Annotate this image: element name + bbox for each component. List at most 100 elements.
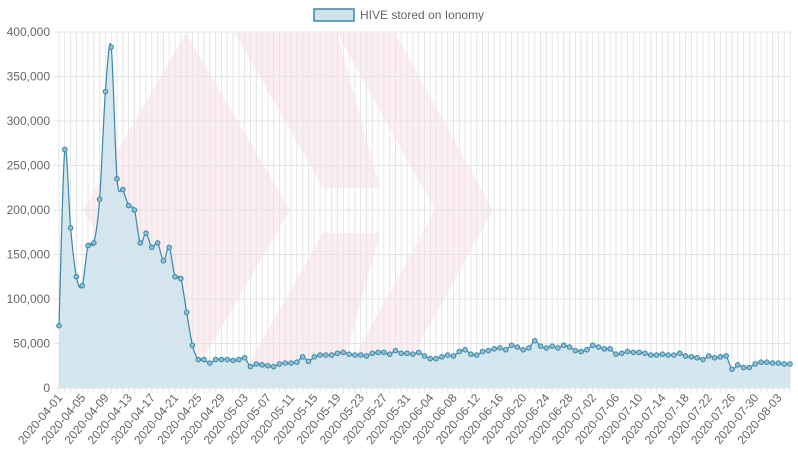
data-point[interactable]: [299, 354, 306, 360]
data-point[interactable]: [56, 322, 62, 329]
data-point[interactable]: [734, 362, 741, 368]
data-point[interactable]: [688, 354, 695, 360]
data-point[interactable]: [79, 282, 86, 289]
data-point[interactable]: [340, 349, 347, 356]
data-point[interactable]: [630, 349, 637, 356]
data-point[interactable]: [572, 347, 579, 354]
data-point[interactable]: [305, 358, 312, 365]
data-point[interactable]: [508, 342, 515, 349]
data-point[interactable]: [125, 202, 132, 209]
data-point[interactable]: [711, 354, 718, 361]
data-point[interactable]: [427, 355, 434, 362]
data-point[interactable]: [91, 240, 97, 246]
data-point[interactable]: [62, 146, 68, 153]
data-point[interactable]: [334, 350, 341, 357]
data-point[interactable]: [671, 352, 677, 358]
data-point[interactable]: [398, 350, 405, 357]
data-point[interactable]: [288, 360, 294, 366]
data-point[interactable]: [769, 360, 776, 366]
data-point[interactable]: [294, 359, 300, 365]
data-point[interactable]: [676, 350, 683, 357]
data-point[interactable]: [560, 342, 567, 349]
data-point[interactable]: [102, 88, 109, 95]
data-point[interactable]: [67, 225, 74, 231]
data-point[interactable]: [601, 346, 608, 352]
data-point[interactable]: [665, 352, 671, 358]
data-point[interactable]: [236, 356, 242, 363]
data-point[interactable]: [682, 353, 689, 359]
data-point[interactable]: [224, 356, 231, 363]
data-point[interactable]: [468, 351, 474, 357]
data-point[interactable]: [549, 343, 555, 349]
legend[interactable]: HIVE stored on Ionomy: [313, 8, 484, 22]
data-point[interactable]: [149, 244, 155, 251]
data-point[interactable]: [357, 352, 364, 358]
data-point[interactable]: [763, 359, 770, 365]
data-point[interactable]: [520, 346, 526, 353]
data-point[interactable]: [201, 356, 207, 363]
data-point[interactable]: [137, 240, 144, 246]
data-point[interactable]: [450, 353, 457, 359]
data-point[interactable]: [740, 364, 747, 371]
data-point[interactable]: [636, 349, 642, 356]
data-point[interactable]: [723, 353, 729, 359]
data-point[interactable]: [241, 354, 248, 361]
data-point[interactable]: [73, 273, 80, 280]
data-point[interactable]: [647, 352, 654, 358]
data-point[interactable]: [746, 364, 753, 371]
data-point[interactable]: [758, 359, 764, 365]
data-point[interactable]: [131, 207, 138, 213]
data-point[interactable]: [618, 350, 625, 357]
data-point[interactable]: [352, 352, 358, 358]
data-point[interactable]: [653, 352, 660, 358]
data-point[interactable]: [705, 353, 712, 359]
data-point[interactable]: [143, 230, 149, 236]
data-point[interactable]: [514, 344, 521, 350]
data-point[interactable]: [526, 345, 532, 351]
data-point[interactable]: [543, 345, 550, 351]
data-point[interactable]: [421, 353, 428, 359]
data-point[interactable]: [381, 349, 387, 356]
data-point[interactable]: [270, 363, 277, 370]
data-point[interactable]: [189, 342, 196, 349]
data-point[interactable]: [444, 352, 451, 358]
data-point[interactable]: [363, 353, 370, 359]
data-point[interactable]: [566, 344, 573, 350]
data-point[interactable]: [230, 357, 236, 364]
data-point[interactable]: [323, 352, 329, 358]
data-point[interactable]: [456, 348, 463, 355]
data-point[interactable]: [700, 356, 706, 363]
data-point[interactable]: [694, 354, 700, 361]
data-point[interactable]: [160, 257, 167, 264]
data-point[interactable]: [392, 347, 399, 354]
data-point[interactable]: [415, 349, 422, 356]
data-point[interactable]: [166, 244, 173, 251]
data-point[interactable]: [787, 361, 793, 367]
data-point[interactable]: [613, 351, 619, 357]
data-point[interactable]: [781, 361, 787, 367]
data-point[interactable]: [253, 361, 260, 367]
data-point[interactable]: [276, 361, 283, 367]
data-point[interactable]: [717, 354, 724, 360]
data-point[interactable]: [497, 345, 503, 351]
data-point[interactable]: [265, 362, 271, 369]
data-point[interactable]: [207, 360, 213, 366]
data-point[interactable]: [659, 351, 666, 357]
data-point[interactable]: [404, 350, 410, 357]
data-point[interactable]: [85, 242, 91, 249]
data-point[interactable]: [473, 352, 480, 358]
data-point[interactable]: [589, 342, 596, 349]
data-point[interactable]: [578, 348, 584, 355]
data-point[interactable]: [218, 356, 225, 363]
data-point[interactable]: [462, 346, 468, 353]
data-point[interactable]: [259, 362, 265, 368]
data-point[interactable]: [247, 363, 254, 370]
data-point[interactable]: [369, 350, 376, 357]
data-point[interactable]: [212, 356, 219, 363]
data-point[interactable]: [311, 354, 318, 360]
data-point[interactable]: [375, 349, 381, 356]
data-point[interactable]: [624, 348, 631, 355]
data-point[interactable]: [410, 351, 416, 357]
data-point[interactable]: [531, 338, 538, 344]
data-point[interactable]: [607, 346, 613, 352]
